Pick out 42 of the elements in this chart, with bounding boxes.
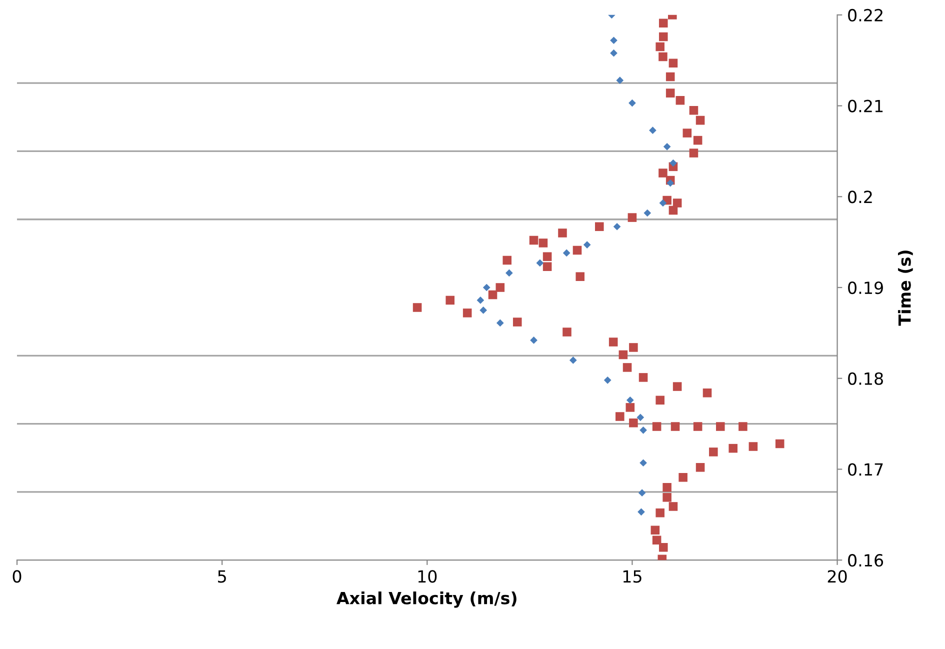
point [638,489,646,497]
y-tick-label: 0.21 [848,100,883,112]
y-tick-label: 0.16 [848,554,884,567]
point [505,269,513,277]
point [616,76,624,84]
x-axis-title: Axial Velocity (m/s) [336,591,516,608]
x-tick-label: 15 [623,570,642,583]
point [569,356,577,364]
x-tick-label: 10 [418,570,437,583]
point [640,459,647,467]
y-tick-label: 0.2 [848,190,872,204]
point [530,336,538,344]
y-tick-label: 0.22 [848,8,882,22]
point [663,143,671,150]
x-tick-label: 5 [218,570,226,583]
point [496,319,504,327]
y-axis-title: Time (s) [898,250,913,326]
point [638,508,645,516]
point [626,396,634,404]
point [636,414,644,422]
point [604,376,612,384]
point [610,36,618,44]
point [659,199,667,207]
point [562,249,570,257]
point [480,306,487,314]
point [583,241,591,248]
y-tick-label: 0.17 [848,463,883,476]
point [482,284,490,292]
point [610,49,618,57]
point [644,209,652,217]
point [666,179,674,187]
point [670,159,677,167]
point [640,426,647,434]
point [536,259,544,267]
point [649,126,656,134]
point [628,99,636,107]
y-tick-label: 0.18 [848,372,883,385]
point [613,222,621,230]
x-tick-label: 0 [12,570,22,583]
x-tick-label: 20 [828,570,847,583]
y-tick-label: 0.19 [848,281,883,294]
point [476,296,484,304]
